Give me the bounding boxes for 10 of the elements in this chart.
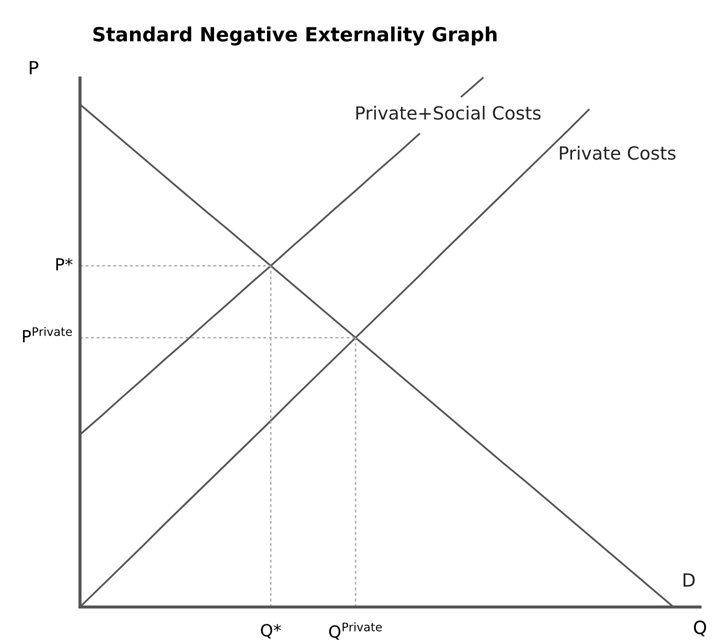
series-label: D xyxy=(684,573,695,587)
x-tick-label: Q$^{Private}$ xyxy=(329,622,382,640)
x-tick-label: Q* xyxy=(260,624,281,638)
series-label: P$^{Private}$ xyxy=(23,327,72,342)
chart-title: Standard Negative Externality Graph xyxy=(93,26,497,46)
series-label: Private Costs xyxy=(560,146,676,160)
x-axis-title: Q xyxy=(694,620,706,636)
y-axis-title: P xyxy=(30,61,38,74)
series-label: P* xyxy=(56,258,73,270)
series-label: Private+Social Costs xyxy=(356,106,541,120)
